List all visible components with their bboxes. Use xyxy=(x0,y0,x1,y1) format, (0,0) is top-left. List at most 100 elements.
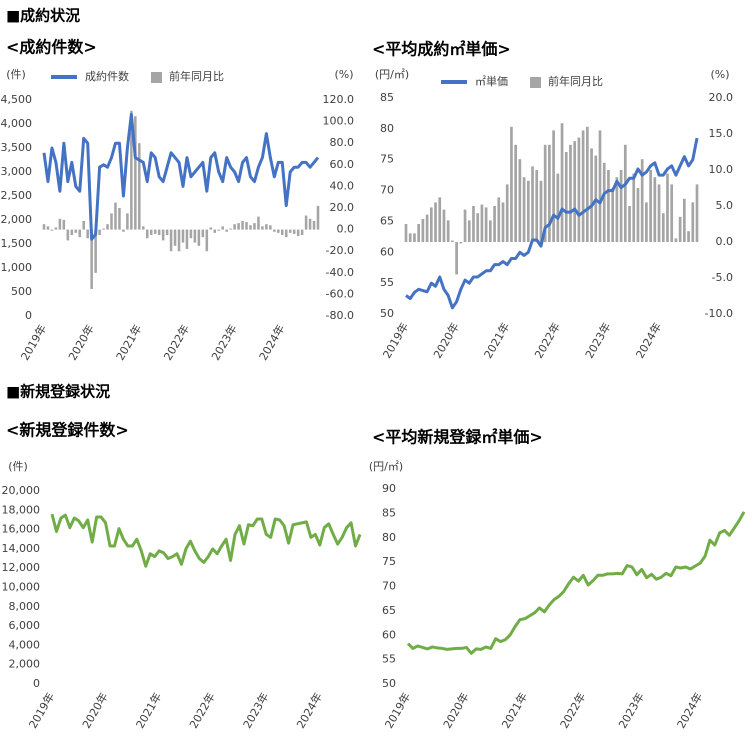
y-tick-label: 12,000 xyxy=(2,561,41,574)
bar xyxy=(505,184,509,242)
bar xyxy=(122,229,125,232)
y-tick-label: 55 xyxy=(382,653,396,666)
bar xyxy=(82,220,85,230)
bar xyxy=(619,170,623,242)
chart-title: <平均新規登録㎡単価> xyxy=(372,428,543,447)
bar xyxy=(573,141,577,242)
bar xyxy=(463,209,467,242)
bar xyxy=(102,228,105,230)
bar xyxy=(535,170,539,242)
x-tick-label: 2024年 xyxy=(256,322,288,363)
x-tick-label: 2020年 xyxy=(440,690,472,731)
bar xyxy=(459,242,463,244)
x-tick-label: 2023年 xyxy=(208,322,240,363)
bar xyxy=(560,123,564,242)
bar xyxy=(434,202,437,242)
bar xyxy=(66,229,70,241)
x-tick-label: 2022年 xyxy=(531,320,563,361)
bar xyxy=(408,233,412,242)
y2-tick-label: 20.0 xyxy=(709,91,734,104)
x-tick-label: 2020年 xyxy=(65,322,97,363)
bar xyxy=(165,229,169,235)
bar xyxy=(134,116,137,230)
bar xyxy=(564,152,568,242)
y2-tick-label: -40.0 xyxy=(326,266,354,279)
y-tick-label: 70 xyxy=(380,184,394,197)
y2-tick-label: 5.0 xyxy=(716,199,734,212)
bar xyxy=(54,227,58,230)
y2-tick-label: 20.0 xyxy=(330,201,355,214)
y-tick-label: 6,000 xyxy=(9,619,41,632)
bar xyxy=(657,184,661,242)
bar xyxy=(539,180,543,242)
bar xyxy=(177,229,181,252)
line xyxy=(42,112,320,241)
bar xyxy=(429,207,433,242)
bar xyxy=(649,170,652,242)
bar xyxy=(514,144,518,242)
bar xyxy=(193,229,197,243)
bar xyxy=(611,188,615,242)
bar xyxy=(300,229,304,235)
bar xyxy=(312,220,316,230)
y2-axis-unit: (%) xyxy=(710,68,729,81)
y-tick-label: 60 xyxy=(380,245,394,258)
y-tick-label: 75 xyxy=(380,153,394,166)
bar xyxy=(569,144,572,242)
line xyxy=(406,511,746,655)
bar xyxy=(632,173,636,242)
bar xyxy=(273,229,276,232)
y-axis-unit: (円/㎡) xyxy=(369,460,403,473)
x-tick-label: 2024年 xyxy=(293,690,325,731)
y2-axis-unit: (%) xyxy=(334,68,353,81)
y-tick-label: 3,500 xyxy=(1,141,33,154)
bar xyxy=(169,229,173,252)
x-tick-label: 2021年 xyxy=(481,320,513,361)
y2-tick-label: 0.0 xyxy=(337,223,355,236)
y2-tick-label: -20.0 xyxy=(326,244,354,257)
bar xyxy=(636,188,640,242)
x-tick-label: 2023年 xyxy=(582,320,614,361)
legend-label: 前年同月比 xyxy=(548,74,603,88)
bar xyxy=(237,223,240,230)
x-tick-label: 2022年 xyxy=(557,690,589,731)
y-tick-label: 90 xyxy=(382,482,396,495)
y-tick-label: 10,000 xyxy=(2,581,41,594)
x-tick-label: 2023年 xyxy=(615,690,647,731)
chart-title: <平均成約㎡単価> xyxy=(372,40,511,59)
y-tick-label: 2,000 xyxy=(9,658,41,671)
bar xyxy=(130,110,133,230)
line xyxy=(50,513,362,568)
y-tick-label: 2,500 xyxy=(1,189,33,202)
bar xyxy=(548,144,551,242)
y-tick-label: 8,000 xyxy=(9,600,41,613)
bar xyxy=(62,219,66,230)
bar xyxy=(425,214,429,242)
bar xyxy=(280,229,284,235)
bar xyxy=(157,229,161,235)
bar xyxy=(201,229,205,238)
bar xyxy=(577,137,581,242)
bar xyxy=(531,166,534,242)
bar xyxy=(678,216,682,242)
bar xyxy=(46,226,50,230)
y-tick-label: 80 xyxy=(380,122,394,135)
bar xyxy=(161,229,165,241)
bar xyxy=(50,229,54,231)
bar xyxy=(288,229,292,233)
bar xyxy=(181,229,185,243)
y-tick-label: 65 xyxy=(382,604,396,617)
bar xyxy=(296,229,300,237)
bar xyxy=(316,205,320,230)
bar xyxy=(261,226,264,230)
bar xyxy=(284,229,288,238)
bar xyxy=(86,229,89,239)
bar xyxy=(173,229,177,246)
bar xyxy=(58,218,62,230)
y-tick-label: 0 xyxy=(33,677,40,690)
y2-tick-label: 15.0 xyxy=(709,127,734,140)
y-tick-label: 50 xyxy=(380,307,394,320)
bar xyxy=(185,229,189,250)
bar xyxy=(221,226,224,230)
y-tick-label: 80 xyxy=(382,531,396,544)
